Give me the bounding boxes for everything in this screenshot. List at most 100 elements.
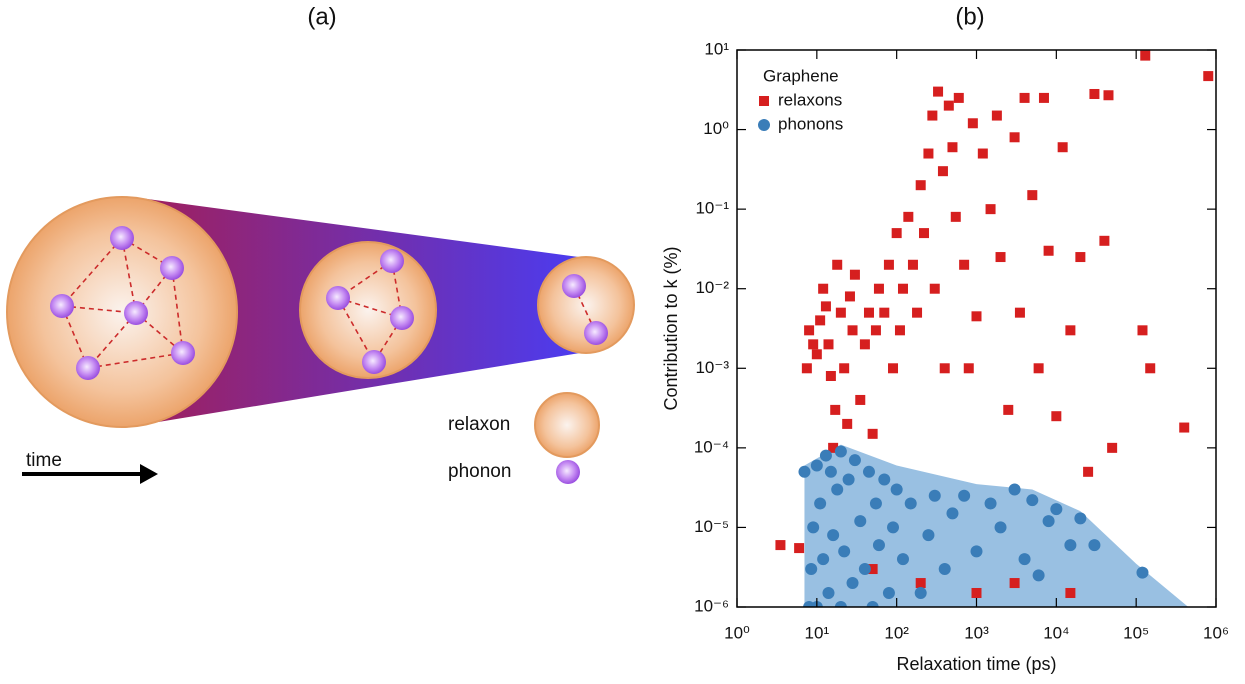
relaxon-sphere — [6, 196, 238, 428]
legend-label: phonons — [778, 114, 843, 133]
relaxon-point — [967, 118, 978, 129]
phonon-point — [834, 601, 847, 607]
phonon-point — [1018, 553, 1031, 566]
relaxon-point — [991, 110, 1002, 121]
phonon-point — [1136, 566, 1149, 579]
panel-label: (b) — [955, 3, 984, 30]
phonon-point — [938, 563, 951, 576]
phonon-point — [994, 521, 1007, 534]
relaxon-point — [830, 404, 841, 415]
relaxon-point — [933, 86, 944, 97]
relaxon-point — [947, 142, 958, 153]
relaxon-point — [937, 166, 948, 177]
relaxon-point — [907, 259, 918, 270]
relaxon-point — [971, 587, 982, 598]
arrow-head — [140, 464, 158, 484]
y-tick-label: 10⁻⁵ — [694, 517, 729, 536]
relaxon-point — [1137, 325, 1148, 336]
relaxon-point — [903, 211, 914, 222]
relaxon-point — [939, 363, 950, 374]
relaxon-point — [891, 228, 902, 239]
relaxon-point — [873, 283, 884, 294]
relaxon-point — [818, 283, 829, 294]
relaxon-point — [794, 543, 805, 554]
phonon-point — [862, 465, 875, 478]
relaxon-point — [1027, 190, 1038, 201]
panel-label: (a) — [307, 3, 336, 30]
phonon-point — [831, 483, 844, 496]
relaxon-sphere — [299, 241, 437, 379]
x-tick-label: 10² — [884, 623, 909, 642]
relaxon-point — [919, 228, 930, 239]
relaxon-point — [953, 92, 964, 103]
x-tick-label: 10⁶ — [1203, 623, 1229, 642]
arrow-label: time — [26, 450, 62, 471]
x-tick-label: 10⁵ — [1123, 623, 1149, 642]
relaxon-point — [1089, 88, 1100, 99]
relaxon-point — [912, 307, 923, 318]
relaxon-point — [1179, 422, 1190, 433]
relaxon-point — [855, 394, 866, 405]
relaxon-point — [1099, 235, 1110, 246]
legend-label: phonon — [448, 461, 511, 482]
relaxon-sphere — [537, 256, 635, 354]
relaxon-point — [971, 311, 982, 322]
relaxon-point — [977, 148, 988, 159]
phonon-point — [807, 521, 820, 534]
relaxon-point — [1075, 252, 1086, 263]
phonon-point — [858, 563, 871, 576]
relaxon-point — [1107, 442, 1118, 453]
relaxon-point — [804, 325, 815, 336]
relaxon-point — [832, 259, 843, 270]
phonon-point — [1042, 515, 1055, 528]
relaxon-point — [1065, 325, 1076, 336]
legend-label: relaxons — [778, 90, 842, 109]
phonon-point — [822, 586, 835, 599]
relaxon-point — [915, 578, 926, 589]
plot-area — [775, 50, 1214, 607]
relaxon-point — [859, 339, 870, 350]
relaxon-point — [894, 325, 905, 336]
relaxon-point — [959, 259, 970, 270]
relaxon-point — [1014, 307, 1025, 318]
relaxon-point — [897, 283, 908, 294]
phonon-point — [1074, 512, 1087, 525]
y-tick-label: 10⁻³ — [695, 358, 729, 377]
y-tick-label: 10⁰ — [703, 119, 729, 138]
x-axis-label: Relaxation time (ps) — [896, 654, 1056, 674]
x-tick-label: 10⁴ — [1043, 623, 1069, 642]
phonon-point — [887, 521, 900, 534]
relaxon-point — [775, 540, 786, 551]
phonon-point — [834, 445, 847, 458]
relaxon-point — [1009, 132, 1020, 143]
x-tick-label: 10³ — [964, 623, 989, 642]
relaxon-point — [828, 442, 839, 453]
relaxon-point — [1019, 92, 1030, 103]
phonon-point — [1088, 539, 1101, 552]
y-axis-label: Contribution to k (%) — [661, 246, 681, 410]
relaxon-point — [820, 301, 831, 312]
phonon-point — [810, 459, 823, 472]
relaxon-point — [867, 428, 878, 439]
relaxon-point — [1065, 587, 1076, 598]
relaxon-point — [1033, 363, 1044, 374]
phonon-point — [1008, 483, 1021, 496]
phonon-point — [814, 497, 827, 510]
phonon-point — [866, 601, 879, 607]
phonon-point — [817, 553, 830, 566]
relaxon-point — [1140, 50, 1151, 61]
phonon-point — [824, 465, 837, 478]
phonon-balls — [50, 226, 608, 380]
relaxon-point — [1145, 363, 1156, 374]
legend-marker — [758, 119, 770, 131]
relaxon-point — [923, 148, 934, 159]
phonon-point — [842, 473, 855, 486]
phonon-point — [896, 553, 909, 566]
phonon-point — [904, 497, 917, 510]
relaxon-point — [825, 370, 836, 381]
phonon-point — [928, 489, 941, 502]
phonon-point — [970, 545, 983, 558]
phonon-point — [914, 586, 927, 599]
phonon-point — [946, 507, 959, 520]
